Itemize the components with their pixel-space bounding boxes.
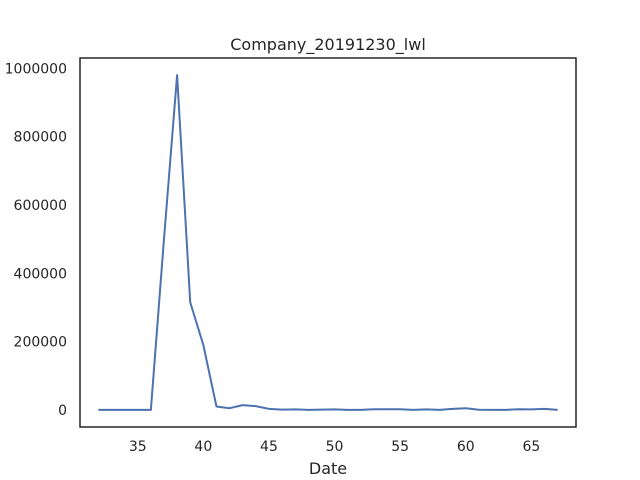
x-tick-label: 55 <box>391 439 409 455</box>
y-tick-label: 400000 <box>14 266 67 282</box>
x-tick-label: 65 <box>522 439 540 455</box>
plot-frame <box>79 57 577 428</box>
y-tick-label: 200000 <box>14 335 67 351</box>
chart-title: Company_20191230_lwl <box>230 35 426 55</box>
y-axis-ticks: 0 200000 400000 600000 800000 1000000 <box>5 61 67 419</box>
x-tick-label: 60 <box>457 439 475 455</box>
y-tick-label: 0 <box>58 403 67 419</box>
x-tick-label: 50 <box>326 439 344 455</box>
y-tick-label: 600000 <box>14 198 67 214</box>
x-tick-label: 40 <box>194 439 212 455</box>
y-tick-label: 800000 <box>14 130 67 146</box>
x-tick-label: 45 <box>260 439 278 455</box>
x-tick-label: 35 <box>129 439 147 455</box>
y-tick-label: 1000000 <box>5 61 67 77</box>
series-line <box>98 74 558 411</box>
x-axis-label: Date <box>309 459 347 478</box>
x-axis-ticks: 35 40 45 50 55 60 65 <box>129 439 540 455</box>
